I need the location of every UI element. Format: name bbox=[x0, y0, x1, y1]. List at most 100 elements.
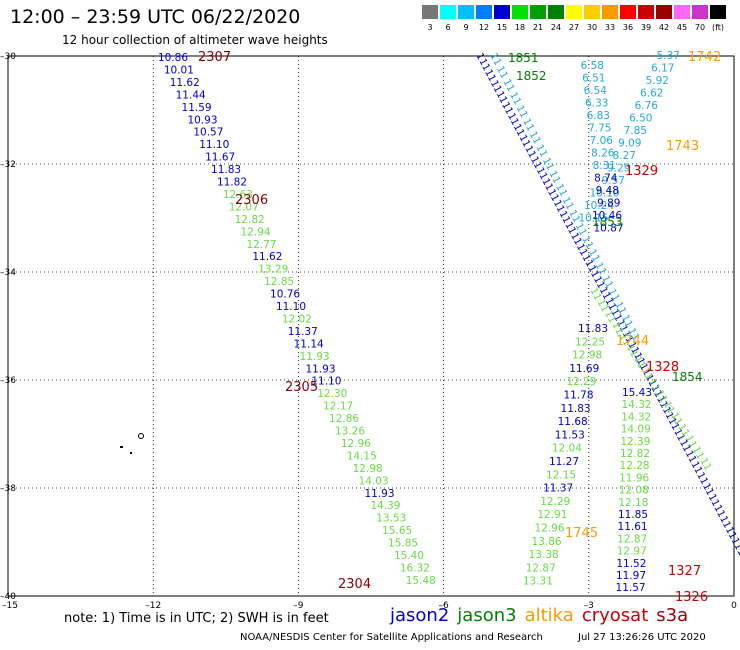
scale-swatch bbox=[602, 5, 618, 19]
swh-value: 13.53 bbox=[376, 513, 406, 525]
swh-value: 8.74 bbox=[594, 173, 618, 185]
swh-value: 12.25 bbox=[575, 336, 605, 348]
swh-glyph: 11 bbox=[533, 143, 549, 159]
swh-glyph: 11 bbox=[520, 117, 536, 133]
swh-glyph: 11 bbox=[595, 298, 611, 314]
map-subtitle: 12 hour collection of altimeter wave hei… bbox=[62, 33, 328, 47]
scale-swatch bbox=[566, 5, 582, 19]
swh-glyph: 11 bbox=[691, 465, 707, 481]
swh-value: 13.38 bbox=[529, 549, 559, 561]
pass-1744-label: 1744 bbox=[616, 334, 649, 349]
swh-glyph: 11 bbox=[612, 300, 628, 316]
swh-value: 11.82 bbox=[217, 177, 247, 189]
swh-value: 7.75 bbox=[588, 123, 611, 135]
swh-value: 11.61 bbox=[618, 521, 648, 533]
swh-value: 9.29 bbox=[607, 163, 630, 175]
swh-value: 5.92 bbox=[646, 75, 669, 87]
swh-value: 14.15 bbox=[347, 450, 377, 462]
swh-glyph: 11 bbox=[605, 302, 621, 318]
scale-swatch bbox=[476, 5, 492, 19]
pass-labels: 2307 2306 2305 2304 1742 1743 1744 1745 1329 1328… bbox=[198, 50, 721, 605]
swh-value: 12.07 bbox=[229, 201, 259, 213]
swh-glyph: 11 bbox=[586, 248, 602, 264]
swh-glyph: 11 bbox=[559, 215, 575, 231]
swh-value: 11.52 bbox=[616, 558, 646, 570]
swh-value: 11.93 bbox=[364, 488, 394, 500]
scale-swatch bbox=[710, 5, 726, 19]
swh-value: 12.98 bbox=[353, 463, 383, 475]
satellite-altika: altika bbox=[524, 605, 574, 626]
pass-1851-label: 1851 bbox=[508, 51, 539, 65]
scale-swatch bbox=[674, 5, 690, 19]
swh-glyph: 11 bbox=[496, 95, 512, 111]
swh-glyph: 11 bbox=[646, 377, 662, 393]
track-right-cyan: 5.376.175.926.626.766.507.859.098.279.29… bbox=[578, 50, 680, 225]
swh-glyph: 11 bbox=[527, 130, 543, 146]
credit-line: NOAA/NESDIS Center for Satellite Applica… bbox=[240, 632, 543, 643]
swh-value: 13.26 bbox=[335, 426, 365, 438]
swh-value: 10.76 bbox=[270, 289, 300, 301]
swh-value: 11.83 bbox=[561, 403, 591, 415]
swh-glyph: 11 bbox=[714, 509, 730, 525]
swh-glyph: 11 bbox=[611, 313, 627, 329]
credit-timestamp: Jul 27 13:26:26 UTC 2020 bbox=[578, 632, 706, 643]
pass-2305-label: 2305 bbox=[285, 380, 318, 395]
track-center-lower: 11.8312.2512.9811.6912.2911.7811.8311.68… bbox=[523, 323, 608, 588]
swh-value: 11.10 bbox=[199, 139, 229, 151]
swh-glyph: 11 bbox=[513, 127, 529, 143]
scale-swatch bbox=[584, 5, 600, 19]
swh-glyph: 11 bbox=[639, 366, 655, 382]
swh-value: 12.02 bbox=[282, 313, 312, 325]
swh-value: 12.17 bbox=[323, 401, 353, 413]
satellite-jason2: jason2 bbox=[390, 605, 450, 626]
track-mid-cyan: 6.586.516.546.336.837.757.068.268.318.74… bbox=[581, 60, 624, 235]
scale-label: 27 bbox=[568, 23, 580, 32]
satellite-legend: jason2 jason3 altika cryosat s3a bbox=[390, 605, 696, 626]
swh-glyph: 11 bbox=[628, 345, 644, 361]
swh-value: 12.87 bbox=[617, 533, 647, 545]
map-frame bbox=[7, 55, 735, 597]
swh-value: 12.97 bbox=[617, 546, 647, 558]
swh-value: 15.48 bbox=[406, 575, 436, 587]
swh-glyph: 11 bbox=[599, 274, 615, 290]
swh-value: 12.08 bbox=[619, 485, 649, 497]
swh-glyph: 11 bbox=[582, 258, 598, 274]
swh-value: 11.14 bbox=[294, 338, 324, 350]
swh-value: 11.10 bbox=[276, 301, 306, 313]
axis-labels: –15 –12 –9 –6 –3 0–30–32–34–36–38–40 bbox=[0, 52, 737, 611]
swh-value: 8.26 bbox=[591, 148, 615, 160]
swh-value: 10.86 bbox=[158, 52, 188, 64]
swh-value: 13.29 bbox=[258, 264, 288, 276]
scale-label: (ft) bbox=[711, 23, 725, 32]
swh-value: 7.85 bbox=[624, 125, 647, 137]
swh-glyph: 11 bbox=[577, 247, 593, 263]
swh-value: 10.10 bbox=[589, 188, 619, 200]
swh-value: 11.62 bbox=[252, 251, 282, 263]
swh-value: 6.17 bbox=[651, 63, 674, 75]
scale-label: 9 bbox=[463, 23, 469, 32]
swh-value: 10.15 bbox=[578, 213, 608, 225]
swh-glyph: 11 bbox=[703, 487, 719, 503]
pass-1852-label: 1852 bbox=[516, 69, 547, 83]
swh-value: 9.48 bbox=[596, 185, 619, 197]
swh-value: 12.77 bbox=[246, 239, 276, 251]
swh-glyph: 11 bbox=[606, 287, 622, 303]
scale-label: 42 bbox=[658, 23, 670, 32]
swh-value: 12.91 bbox=[537, 509, 567, 521]
swh-value: 9.09 bbox=[618, 138, 641, 150]
swh-value: 14.32 bbox=[621, 411, 651, 423]
swh-glyph: 11 bbox=[619, 313, 635, 329]
swh-glyph: 11 bbox=[657, 400, 673, 416]
scale-label: 70 bbox=[694, 23, 706, 32]
island-marker bbox=[120, 433, 144, 454]
swh-value: 12.15 bbox=[546, 469, 576, 481]
swh-value: 10.46 bbox=[592, 210, 622, 222]
swh-value: 11.44 bbox=[176, 89, 206, 101]
swh-value: 11.85 bbox=[618, 509, 648, 521]
swh-glyph: 11 bbox=[697, 456, 713, 472]
swh-value: 6.51 bbox=[582, 73, 605, 85]
lon-tick-label: –3 bbox=[584, 601, 594, 611]
swh-glyph: 11 bbox=[631, 354, 647, 370]
scale-swatch bbox=[494, 5, 510, 19]
swh-glyph: 11 bbox=[548, 193, 564, 209]
